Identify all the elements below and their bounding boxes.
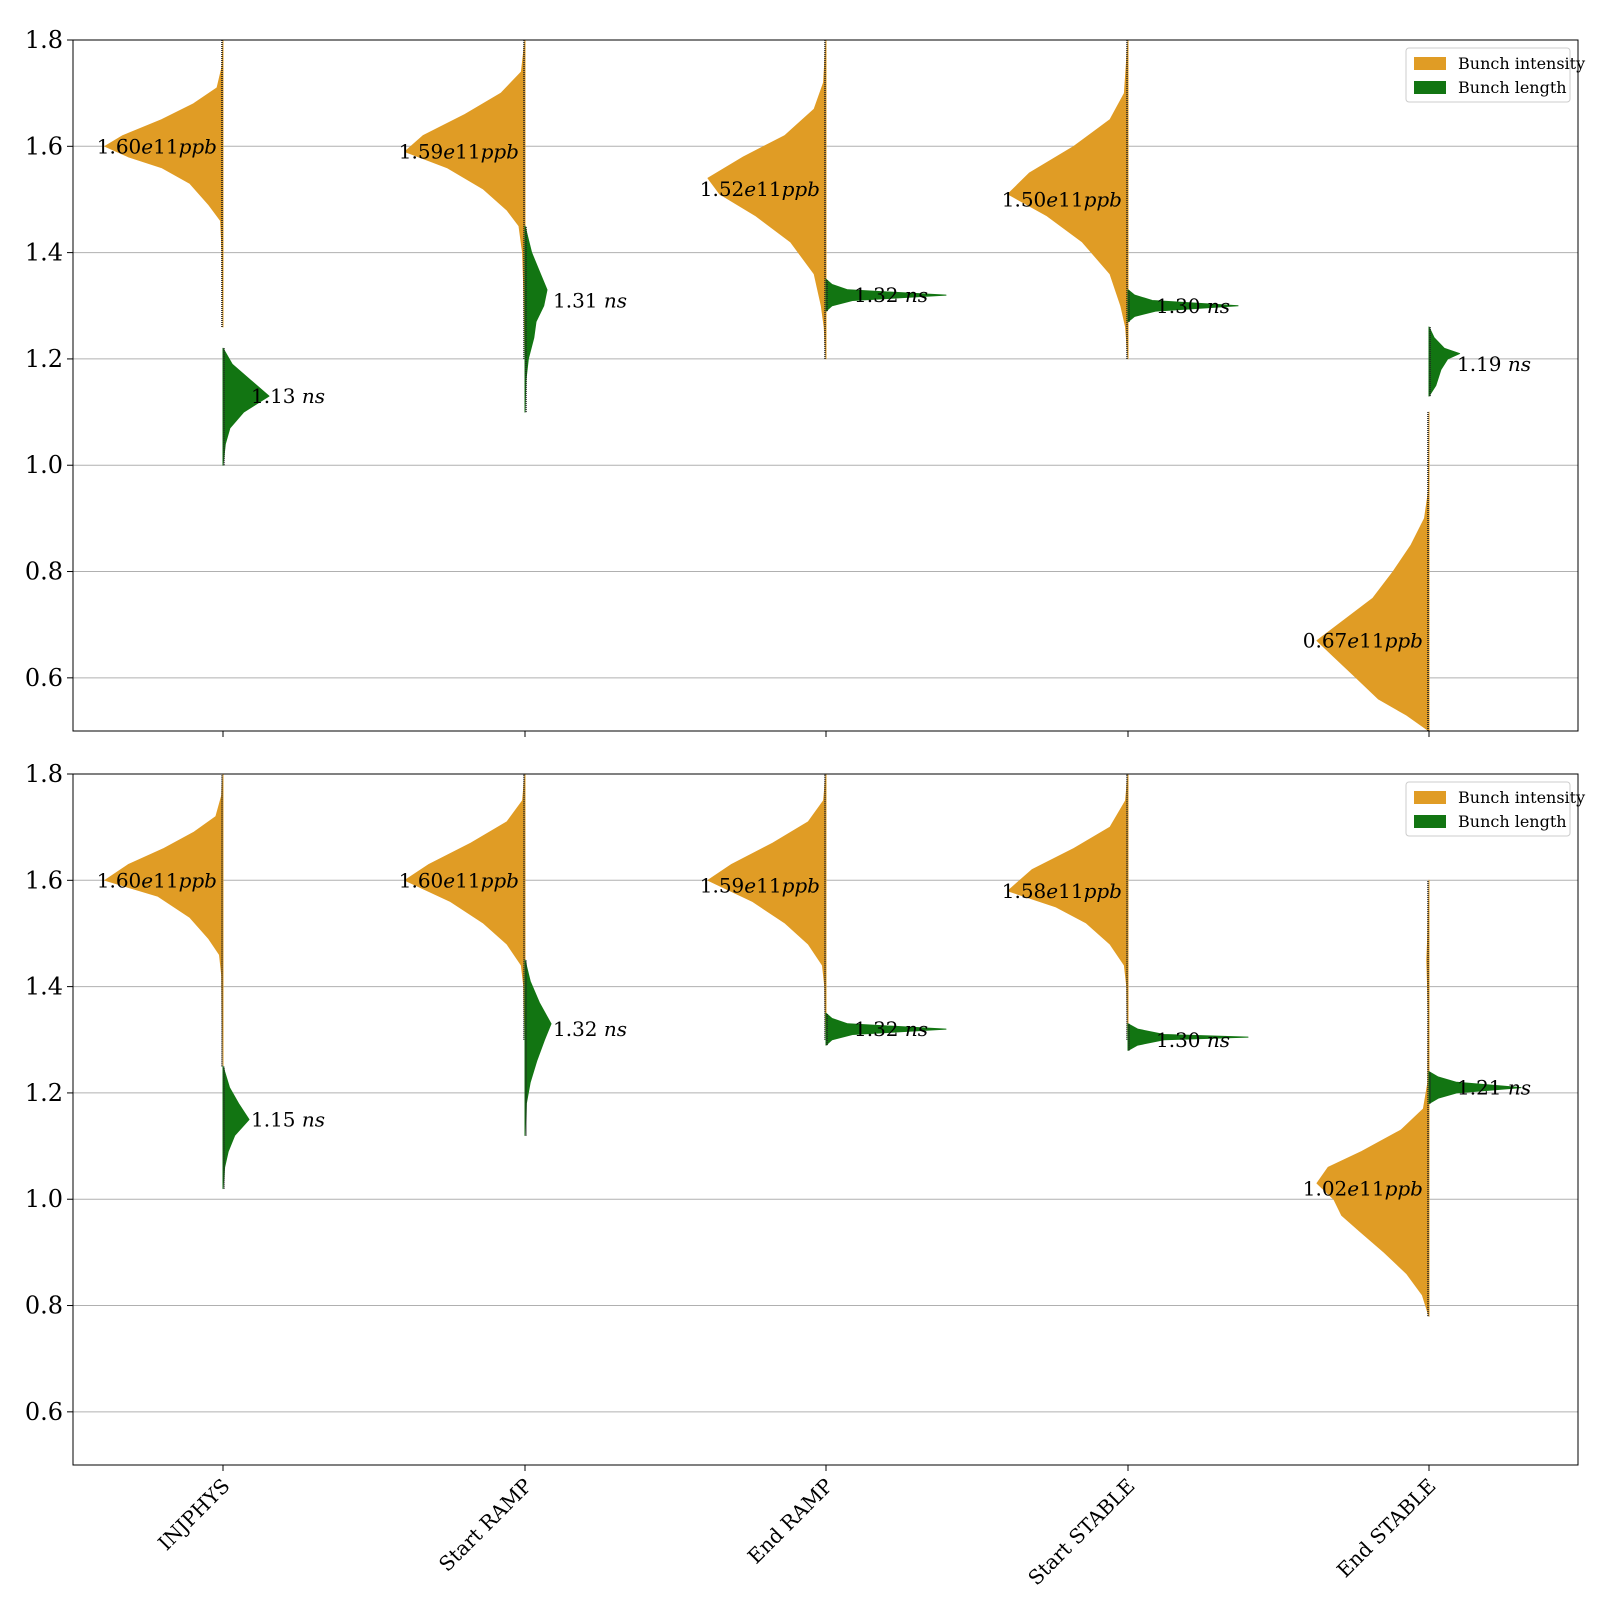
length-violin-end-stable <box>1428 326 1461 397</box>
x-category-label: INJPHYS <box>153 1474 234 1555</box>
length-violin-injphys <box>222 1065 250 1190</box>
intensity-median-label: 1.58e11ppb <box>1002 879 1122 903</box>
length-median-label: 1.21 ns <box>1457 1076 1531 1100</box>
intensity-violin-injphys <box>104 39 224 328</box>
x-category-label: End STABLE <box>1332 1474 1441 1583</box>
intensity-violin-end-stable <box>1316 879 1430 1317</box>
y-tick-label: 1.6 <box>25 132 63 160</box>
length-violin-end-ramp <box>825 278 947 312</box>
legend-swatch <box>1414 57 1446 70</box>
y-tick-label: 1.0 <box>25 451 63 479</box>
y-tick-label: 0.6 <box>25 664 63 692</box>
length-violin-end-stable <box>1428 1071 1522 1105</box>
legend-swatch <box>1414 791 1446 804</box>
length-median-label: 1.31 ns <box>553 288 627 312</box>
length-median-label: 1.15 ns <box>251 1108 325 1132</box>
length-violin-start-stable <box>1127 289 1239 323</box>
intensity-median-label: 1.60e11ppb <box>399 868 519 892</box>
y-tick-label: 1.6 <box>25 866 63 894</box>
intensity-violin-start-stable <box>1007 773 1129 1041</box>
y-tick-label: 0.6 <box>25 1398 63 1426</box>
legend-label: Bunch intensity <box>1458 54 1585 73</box>
legend: Bunch intensity Bunch length <box>1405 781 1585 837</box>
length-median-label: 1.32 ns <box>854 283 928 307</box>
y-tick-label: 1.4 <box>25 239 63 267</box>
intensity-median-label: 1.02e11ppb <box>1303 1177 1423 1201</box>
legend-label: Bunch length <box>1458 78 1567 97</box>
intensity-violin-injphys <box>104 773 224 1067</box>
legend-swatch <box>1414 815 1446 828</box>
intensity-median-label: 0.67e11ppb <box>1303 629 1423 653</box>
legend: Bunch intensity Bunch length <box>1405 47 1585 103</box>
panel-2: 1.60e11ppb 1.60e11ppb 1.59e11ppb 1.58e11ppb… <box>25 760 1585 1590</box>
intensity-violin-end-ramp <box>707 773 827 1041</box>
length-median-label: 1.32 ns <box>854 1017 928 1041</box>
length-violin-end-ramp <box>825 1012 947 1046</box>
legend-box <box>1405 781 1571 837</box>
intensity-violin-end-ramp <box>707 39 827 360</box>
intensity-violin-start-stable <box>1007 39 1129 360</box>
intensity-median-label: 1.60e11ppb <box>97 868 217 892</box>
length-median-label: 1.32 ns <box>553 1017 627 1041</box>
intensity-median-label: 1.59e11ppb <box>700 874 820 898</box>
legend-box <box>1405 47 1571 103</box>
x-category-label: Start RAMP <box>434 1474 537 1577</box>
legend-label: Bunch intensity <box>1458 788 1585 807</box>
intensity-violin-start-ramp <box>404 39 526 360</box>
intensity-median-label: 1.59e11ppb <box>399 140 519 164</box>
panel-1: 1.60e11ppb 1.59e11ppb 1.52e11ppb 1.50e11ppb… <box>25 26 1585 737</box>
y-tick-label: 1.8 <box>25 26 63 54</box>
legend-label: Bunch length <box>1458 812 1567 831</box>
y-tick-label: 1.8 <box>25 760 63 788</box>
y-tick-label: 1.0 <box>25 1185 63 1213</box>
y-tick-label: 1.4 <box>25 973 63 1001</box>
x-category-label: End RAMP <box>743 1474 838 1569</box>
legend-swatch <box>1414 81 1446 94</box>
length-median-label: 1.30 ns <box>1156 1028 1230 1052</box>
y-tick-label: 1.2 <box>25 1079 63 1107</box>
length-median-label: 1.30 ns <box>1156 294 1230 318</box>
length-violin-start-stable <box>1127 1023 1249 1051</box>
intensity-median-label: 1.50e11ppb <box>1002 187 1122 211</box>
intensity-median-label: 1.52e11ppb <box>700 177 820 201</box>
length-median-label: 1.13 ns <box>251 384 325 408</box>
y-tick-label: 1.2 <box>25 345 63 373</box>
y-tick-label: 0.8 <box>25 558 63 586</box>
x-category-label: Start STABLE <box>1023 1474 1139 1590</box>
length-violin-start-ramp <box>524 225 548 413</box>
intensity-median-label: 1.60e11ppb <box>97 134 217 158</box>
length-median-label: 1.19 ns <box>1457 352 1531 376</box>
y-tick-label: 0.8 <box>25 1292 63 1320</box>
intensity-violin-start-ramp <box>404 773 526 1041</box>
